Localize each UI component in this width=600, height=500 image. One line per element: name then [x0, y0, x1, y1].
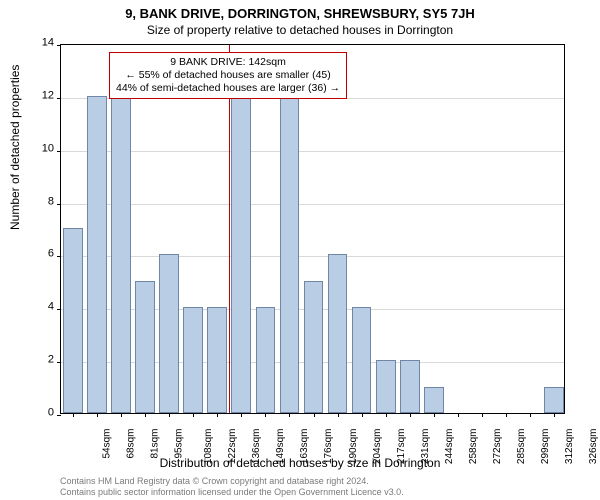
xtick-mark — [193, 413, 194, 417]
x-axis-label: Distribution of detached houses by size … — [0, 456, 600, 470]
xtick-mark — [410, 413, 411, 417]
bar — [63, 228, 83, 413]
bar — [207, 307, 227, 413]
annotation-line-2: ← 55% of detached houses are smaller (45… — [116, 69, 340, 82]
gridline — [61, 256, 564, 257]
xtick-mark — [458, 413, 459, 417]
annotation-line-1: 9 BANK DRIVE: 142sqm — [116, 56, 340, 69]
xtick-mark — [217, 413, 218, 417]
bar — [111, 96, 131, 413]
chart: 0246810121454sqm68sqm81sqm95sqm108sqm122… — [60, 44, 565, 414]
ytick-mark — [57, 45, 61, 46]
footer-line-1: Contains HM Land Registry data © Crown c… — [60, 476, 404, 487]
xtick-mark — [73, 413, 74, 417]
xtick-label: 54sqm — [102, 429, 113, 459]
bar — [544, 387, 564, 413]
ytick-label: 4 — [24, 302, 54, 313]
ytick-mark — [57, 415, 61, 416]
xtick-mark — [482, 413, 483, 417]
bar — [424, 387, 444, 413]
bar — [304, 281, 324, 413]
gridline — [61, 151, 564, 152]
gridline — [61, 204, 564, 205]
bar — [256, 307, 276, 413]
plot-area: 0246810121454sqm68sqm81sqm95sqm108sqm122… — [60, 44, 565, 414]
xtick-mark — [289, 413, 290, 417]
bar — [231, 96, 251, 413]
bar — [400, 360, 420, 413]
bar — [159, 254, 179, 413]
xtick-mark — [169, 413, 170, 417]
ytick-mark — [57, 204, 61, 205]
ytick-label: 6 — [24, 249, 54, 260]
page-subtitle: Size of property relative to detached ho… — [0, 21, 600, 37]
xtick-mark — [121, 413, 122, 417]
ytick-label: 10 — [24, 143, 54, 154]
marker-line — [229, 45, 230, 413]
xtick-mark — [314, 413, 315, 417]
bar — [183, 307, 203, 413]
xtick-label: 95sqm — [174, 429, 185, 459]
page-title: 9, BANK DRIVE, DORRINGTON, SHREWSBURY, S… — [0, 0, 600, 21]
xtick-mark — [362, 413, 363, 417]
xtick-label: 81sqm — [150, 429, 161, 459]
xtick-mark — [434, 413, 435, 417]
xtick-mark — [338, 413, 339, 417]
annotation-line-3: 44% of semi-detached houses are larger (… — [116, 82, 340, 95]
ytick-label: 2 — [24, 355, 54, 366]
y-axis-label: Number of detached properties — [8, 65, 22, 230]
bar — [280, 96, 300, 413]
xtick-label: 68sqm — [126, 429, 137, 459]
ytick-mark — [57, 362, 61, 363]
footer-line-2: Contains public sector information licen… — [60, 487, 404, 498]
bar — [135, 281, 155, 413]
bar — [376, 360, 396, 413]
xtick-mark — [530, 413, 531, 417]
bar — [352, 307, 372, 413]
xtick-mark — [265, 413, 266, 417]
xtick-mark — [506, 413, 507, 417]
xtick-mark — [554, 413, 555, 417]
ytick-mark — [57, 256, 61, 257]
bar — [87, 96, 107, 413]
ytick-mark — [57, 98, 61, 99]
ytick-label: 8 — [24, 196, 54, 207]
bar — [328, 254, 348, 413]
ytick-label: 14 — [24, 38, 54, 49]
annotation-box: 9 BANK DRIVE: 142sqm← 55% of detached ho… — [109, 52, 347, 99]
ytick-label: 12 — [24, 90, 54, 101]
xtick-mark — [97, 413, 98, 417]
ytick-mark — [57, 151, 61, 152]
footer-attribution: Contains HM Land Registry data © Crown c… — [60, 476, 404, 498]
ytick-label: 0 — [24, 408, 54, 419]
xtick-mark — [145, 413, 146, 417]
xtick-mark — [241, 413, 242, 417]
xtick-mark — [386, 413, 387, 417]
ytick-mark — [57, 309, 61, 310]
